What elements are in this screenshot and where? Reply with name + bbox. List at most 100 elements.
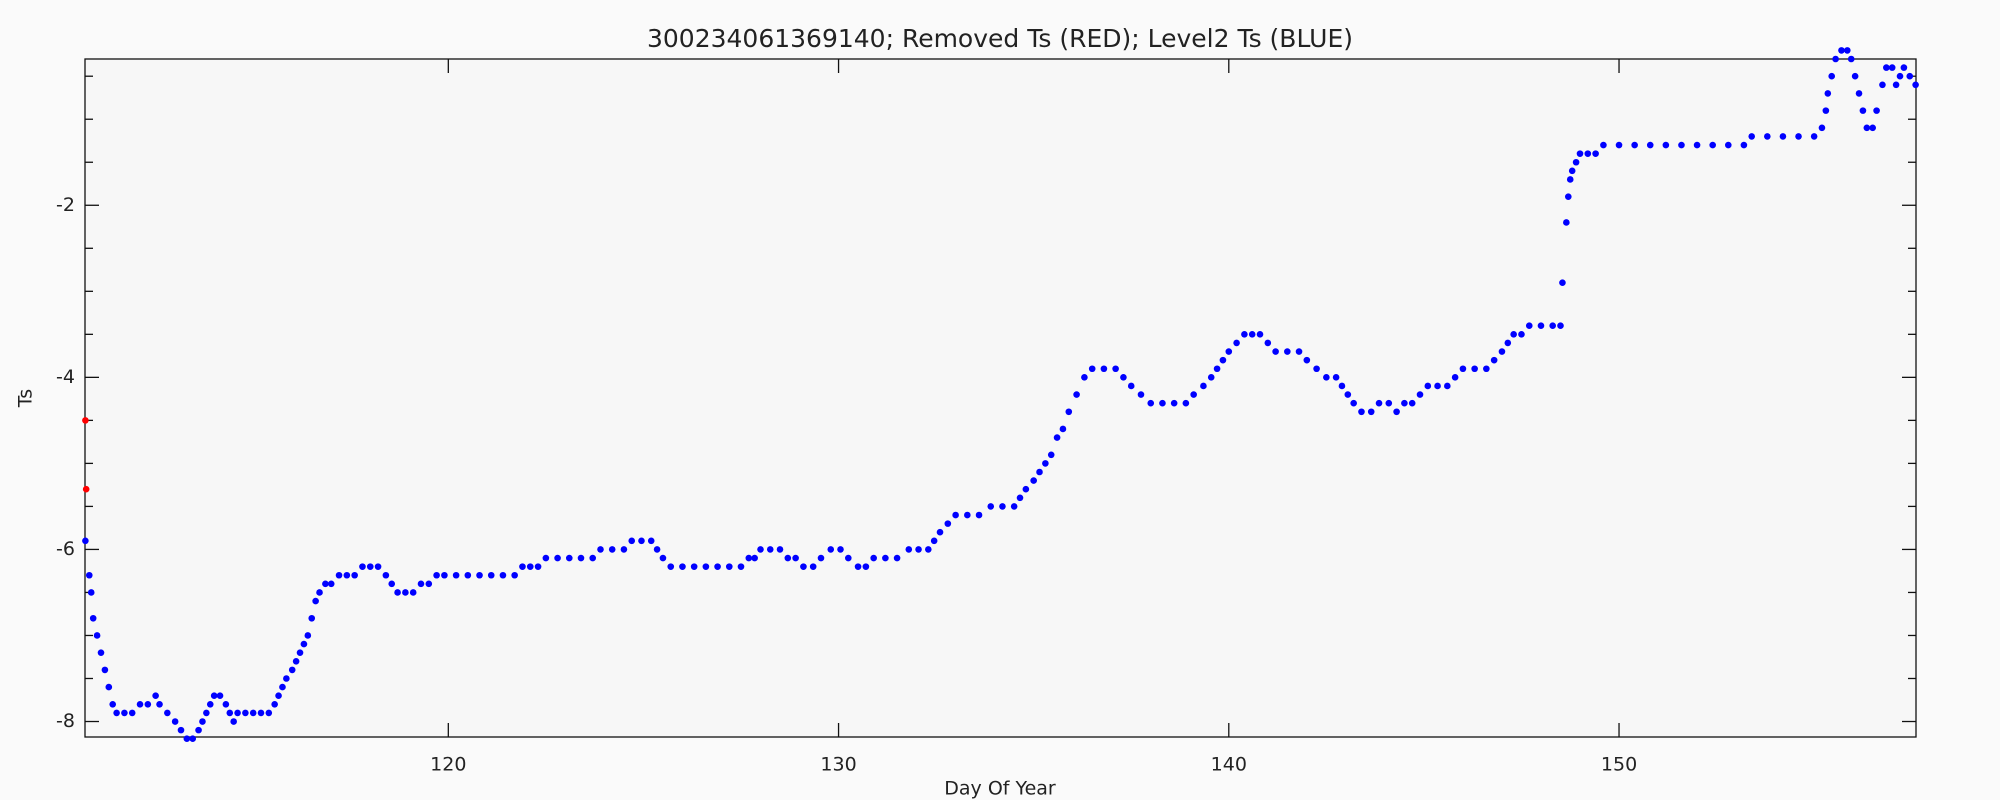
data-point bbox=[1416, 391, 1424, 398]
data-point bbox=[1549, 322, 1556, 330]
x-axis-label: Day Of Year bbox=[944, 778, 1056, 800]
data-point bbox=[915, 546, 922, 553]
data-point bbox=[1748, 133, 1756, 140]
data-point bbox=[1344, 391, 1352, 398]
data-point bbox=[577, 554, 585, 562]
data-point bbox=[837, 546, 844, 553]
data-point bbox=[1295, 348, 1303, 355]
data-point bbox=[152, 692, 159, 700]
data-point bbox=[1662, 141, 1670, 149]
data-point bbox=[101, 666, 109, 674]
y-tick-label: -8 bbox=[56, 710, 75, 732]
data-point bbox=[647, 537, 655, 545]
data-point bbox=[136, 701, 144, 708]
x-tick-label: 150 bbox=[1601, 754, 1637, 776]
data-point bbox=[659, 554, 667, 562]
data-point bbox=[1207, 374, 1215, 381]
data-point bbox=[1600, 141, 1607, 149]
data-point bbox=[1810, 133, 1818, 140]
data-point bbox=[1631, 141, 1638, 149]
data-point bbox=[542, 554, 550, 562]
data-point bbox=[1408, 399, 1416, 407]
data-point bbox=[144, 701, 152, 708]
data-point bbox=[279, 683, 286, 691]
data-point bbox=[1537, 322, 1545, 330]
data-point bbox=[1912, 81, 1919, 89]
data-point bbox=[776, 546, 784, 553]
data-point bbox=[351, 571, 358, 579]
data-point bbox=[1847, 55, 1855, 63]
data-point bbox=[809, 563, 817, 570]
x-tick-label: 120 bbox=[430, 754, 466, 776]
data-point bbox=[113, 709, 120, 717]
data-point bbox=[1233, 339, 1240, 347]
data-point bbox=[1615, 141, 1623, 149]
data-point bbox=[89, 614, 97, 622]
data-point bbox=[1100, 365, 1108, 373]
data-point bbox=[862, 563, 870, 570]
data-point bbox=[1764, 133, 1771, 140]
data-point bbox=[1256, 331, 1264, 338]
data-point bbox=[737, 563, 745, 570]
data-point bbox=[499, 571, 507, 579]
data-point bbox=[222, 701, 230, 708]
data-point bbox=[82, 485, 90, 493]
data-point bbox=[519, 563, 526, 570]
data-point bbox=[1795, 133, 1802, 140]
data-point bbox=[725, 563, 733, 570]
data-point bbox=[1284, 348, 1291, 355]
plot-frame bbox=[84, 58, 1917, 738]
data-point bbox=[679, 563, 686, 570]
data-point bbox=[766, 546, 774, 553]
data-point bbox=[433, 571, 440, 579]
data-point bbox=[952, 511, 959, 519]
data-point bbox=[1036, 468, 1043, 476]
data-point bbox=[1182, 399, 1190, 407]
data-point bbox=[156, 701, 163, 708]
data-point bbox=[1424, 382, 1432, 390]
data-point bbox=[234, 709, 241, 717]
data-point bbox=[1444, 382, 1451, 390]
data-point bbox=[1525, 322, 1533, 330]
data-point bbox=[304, 632, 312, 639]
data-point bbox=[1892, 81, 1900, 89]
data-point bbox=[1434, 382, 1441, 390]
data-point bbox=[335, 571, 343, 579]
data-point bbox=[882, 554, 889, 562]
data-point bbox=[1896, 72, 1904, 80]
data-point bbox=[1047, 451, 1055, 459]
data-point bbox=[792, 554, 799, 562]
data-point bbox=[1822, 107, 1830, 114]
data-point bbox=[1219, 356, 1227, 364]
data-point bbox=[1393, 408, 1400, 416]
data-point bbox=[1241, 331, 1248, 338]
data-point bbox=[1127, 382, 1135, 390]
data-point bbox=[1568, 167, 1576, 175]
data-point bbox=[199, 718, 206, 725]
data-point bbox=[1213, 365, 1221, 373]
data-point bbox=[1313, 365, 1320, 373]
data-point bbox=[1740, 141, 1748, 149]
data-point bbox=[343, 571, 351, 579]
data-point bbox=[1490, 356, 1498, 364]
data-point bbox=[1855, 90, 1863, 97]
data-point bbox=[1272, 348, 1279, 355]
data-point bbox=[82, 537, 89, 545]
data-point bbox=[1401, 399, 1408, 407]
data-point bbox=[653, 546, 661, 553]
data-point bbox=[327, 580, 335, 588]
data-point bbox=[1576, 150, 1584, 157]
data-point bbox=[1112, 365, 1119, 373]
x-tick-label: 130 bbox=[820, 754, 856, 776]
data-point bbox=[296, 649, 304, 656]
data-point bbox=[827, 546, 835, 553]
data-point bbox=[265, 709, 273, 717]
data-point bbox=[757, 546, 764, 553]
data-point bbox=[177, 726, 185, 734]
data-point bbox=[1498, 348, 1506, 355]
data-point bbox=[526, 563, 534, 570]
chart-title: 300234061369140; Removed Ts (RED); Level… bbox=[647, 24, 1353, 53]
data-point bbox=[382, 571, 390, 579]
data-point bbox=[597, 546, 604, 553]
data-point bbox=[1022, 485, 1030, 493]
